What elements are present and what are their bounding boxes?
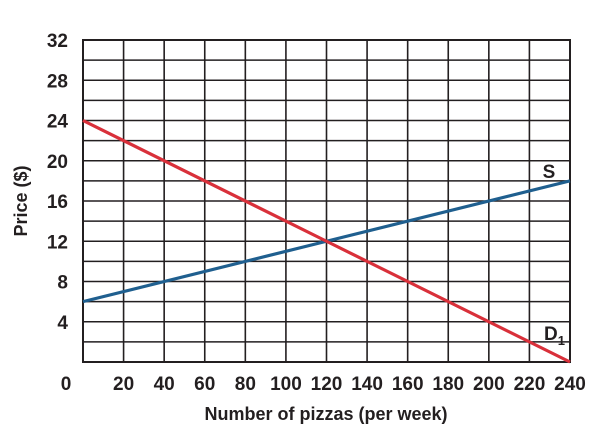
x-axis-ticks: 0 20 40 60 80 100 120 140 160 180 200 220 240 — [61, 374, 586, 395]
y-axis-title: Price ($) — [11, 165, 31, 236]
x-tick-label: 180 — [432, 374, 464, 395]
supply-curve-label: S — [543, 162, 556, 183]
series-line-d — [82, 119, 571, 364]
x-tick-label: 0 — [61, 374, 72, 395]
x-tick-label: 60 — [194, 374, 215, 395]
x-axis-title: Number of pizzas (per week) — [204, 404, 447, 424]
y-tick-label: 20 — [47, 152, 68, 173]
x-tick-label: 80 — [235, 374, 256, 395]
y-axis-ticks: 4 8 12 16 20 24 28 32 — [47, 31, 69, 334]
x-tick-label: 140 — [351, 374, 383, 395]
x-tick-label: 200 — [473, 374, 505, 395]
y-tick-label: 8 — [57, 273, 68, 294]
demand-curve-subscript: 1 — [558, 333, 565, 348]
x-tick-label: 160 — [392, 374, 424, 395]
plot-frame — [82, 39, 571, 363]
y-tick-label: 28 — [47, 71, 68, 92]
plot-grid — [82, 39, 571, 363]
demand-curve-label: D1 — [544, 324, 565, 348]
x-tick-label: 240 — [554, 374, 586, 395]
y-tick-label: 24 — [47, 112, 69, 133]
x-tick-label: 100 — [270, 374, 302, 395]
y-tick-label: 16 — [47, 192, 68, 213]
y-tick-label: 12 — [47, 232, 68, 253]
x-tick-label: 120 — [311, 374, 343, 395]
y-tick-label: 32 — [47, 31, 68, 52]
x-tick-label: 220 — [514, 374, 546, 395]
y-tick-label: 4 — [57, 313, 68, 334]
x-tick-label: 20 — [113, 374, 134, 395]
curve-labels: S D1 — [543, 162, 565, 348]
data-lines — [82, 119, 571, 364]
x-tick-label: 40 — [154, 374, 175, 395]
